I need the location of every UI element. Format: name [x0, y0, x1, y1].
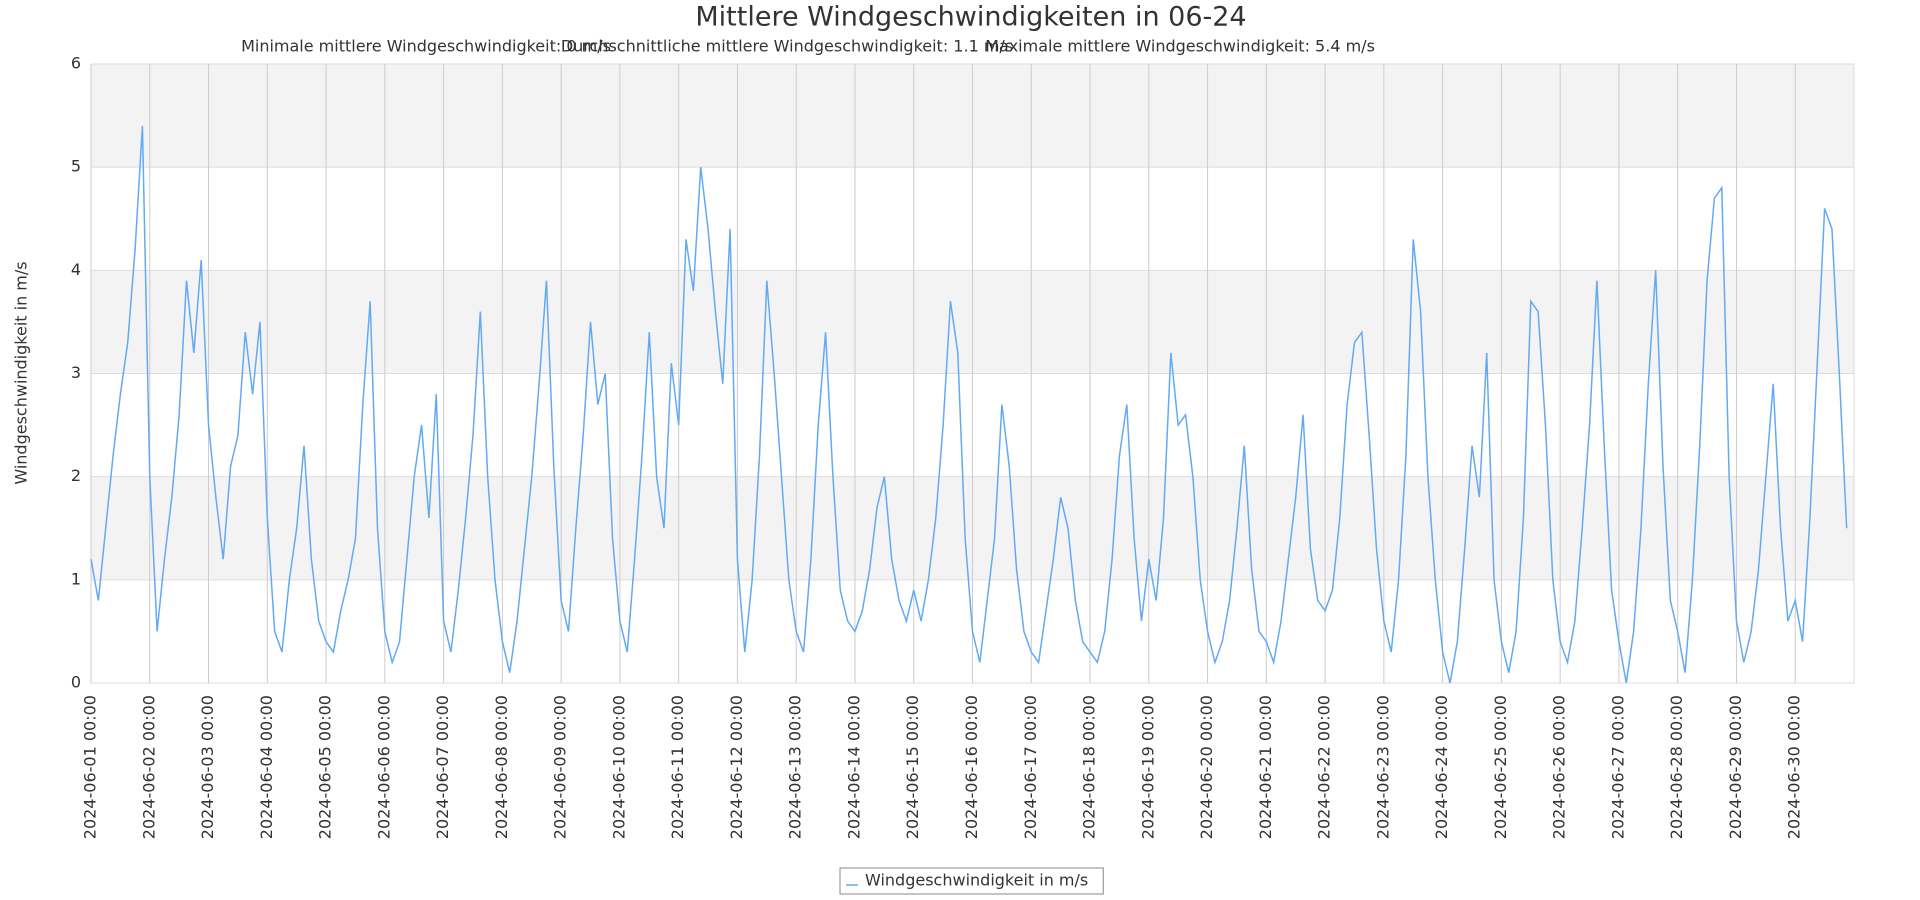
x-tick-label: 2024-06-30 00:00: [1785, 695, 1804, 839]
x-tick-label: 2024-06-13 00:00: [786, 695, 805, 839]
x-tick-label: 2024-06-08 00:00: [492, 695, 511, 839]
x-tick-label: 2024-06-21 00:00: [1256, 695, 1275, 839]
y-tick-label: 6: [71, 54, 81, 73]
y-tick-label: 5: [71, 157, 81, 176]
x-tick-label: 2024-06-06 00:00: [374, 695, 393, 839]
x-tick-label: 2024-06-27 00:00: [1608, 695, 1627, 839]
y-tick-label: 2: [71, 466, 81, 485]
legend: Windgeschwindigkeit in m/s: [839, 867, 1104, 895]
x-tick-label: 2024-06-03 00:00: [198, 695, 217, 839]
x-tick-label: 2024-06-15 00:00: [903, 695, 922, 839]
x-tick-label: 2024-06-16 00:00: [962, 695, 981, 839]
x-tick-label: 2024-06-01 00:00: [81, 695, 100, 839]
legend-label: Windgeschwindigkeit in m/s: [865, 871, 1088, 890]
x-tick-label: 2024-06-25 00:00: [1491, 695, 1510, 839]
x-tick-label: 2024-06-09 00:00: [551, 695, 570, 839]
x-tick-label: 2024-06-22 00:00: [1315, 695, 1334, 839]
x-tick-label: 2024-06-24 00:00: [1432, 695, 1451, 839]
x-tick-label: 2024-06-10 00:00: [609, 695, 628, 839]
y-tick-label: 3: [71, 363, 81, 382]
y-tick-label: 1: [71, 569, 81, 588]
y-axis-label: Windgeschwindigkeit in m/s: [12, 261, 31, 484]
y-tick-label: 4: [71, 260, 81, 279]
x-tick-label: 2024-06-29 00:00: [1726, 695, 1745, 839]
subtitle: Minimale mittlere Windgeschwindigkeit: 0…: [241, 37, 611, 56]
x-tick-label: 2024-06-11 00:00: [668, 695, 687, 839]
chart-title: Mittlere Windgeschwindigkeiten in 06-24: [695, 2, 1246, 33]
x-tick-label: 2024-06-04 00:00: [257, 695, 276, 839]
subtitle: Maximale mittlere Windgeschwindigkeit: 5…: [985, 37, 1375, 56]
x-tick-label: 2024-06-05 00:00: [316, 695, 335, 839]
x-tick-label: 2024-06-26 00:00: [1550, 695, 1569, 839]
x-tick-label: 2024-06-14 00:00: [844, 695, 863, 839]
subtitle: Durchschnittliche mittlere Windgeschwind…: [561, 37, 1013, 56]
x-tick-label: 2024-06-02 00:00: [139, 695, 158, 839]
series-line: [90, 125, 1848, 684]
x-tick-label: 2024-06-19 00:00: [1138, 695, 1157, 839]
x-tick-label: 2024-06-07 00:00: [433, 695, 452, 839]
x-tick-label: 2024-06-18 00:00: [1080, 695, 1099, 839]
x-tick-label: 2024-06-12 00:00: [727, 695, 746, 839]
x-tick-label: 2024-06-17 00:00: [1021, 695, 1040, 839]
x-tick-label: 2024-06-20 00:00: [1197, 695, 1216, 839]
x-tick-label: 2024-06-23 00:00: [1373, 695, 1392, 839]
legend-box: [839, 867, 1104, 895]
x-tick-label: 2024-06-28 00:00: [1667, 695, 1686, 839]
y-tick-label: 0: [71, 673, 81, 692]
